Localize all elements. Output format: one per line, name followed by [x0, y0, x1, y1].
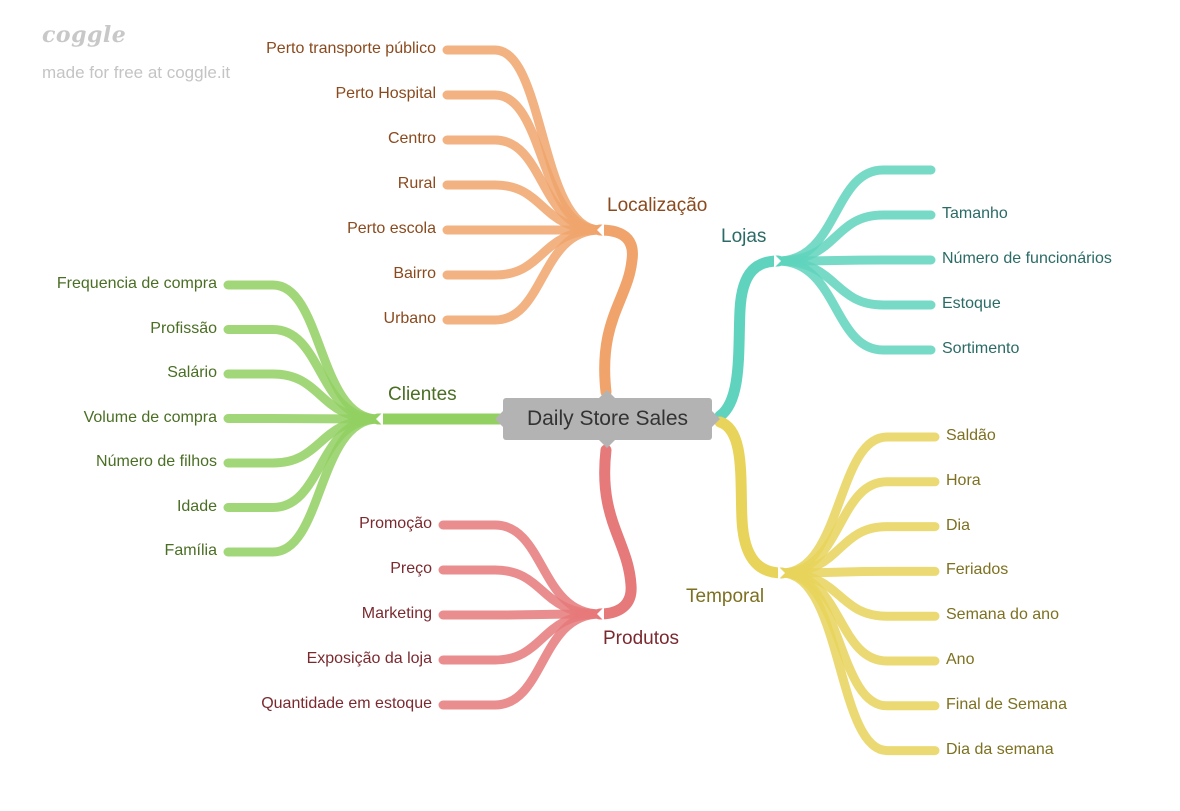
produtos-item[interactable]: Promoção	[359, 515, 432, 532]
clientes-item[interactable]: Número de filhos	[96, 453, 217, 470]
clientes-connector	[223, 414, 383, 424]
clientes-branch-label[interactable]: Clientes	[388, 384, 457, 405]
lojas-trunk	[714, 255, 784, 422]
clientes-item[interactable]: Frequencia de compra	[56, 275, 217, 292]
localizacao-item[interactable]: Urbano	[383, 310, 436, 327]
lojas-notch	[774, 254, 781, 268]
lojas-item[interactable]: Tamanho	[942, 205, 1008, 222]
lojas-connector	[773, 256, 936, 310]
localizacao-item[interactable]: Rural	[397, 175, 436, 192]
temporal-item[interactable]: Hora	[946, 471, 981, 489]
lojas-connector	[773, 255, 936, 266]
temporal-notch	[778, 566, 785, 580]
localizacao-connector	[442, 90, 605, 235]
localizacao-item[interactable]: Perto transporte público	[266, 40, 436, 57]
temporal-trunk	[714, 416, 788, 579]
temporal-item[interactable]: Dia	[946, 516, 971, 534]
clientes-connector	[223, 414, 383, 468]
temporal-item[interactable]: Dia da semana	[946, 740, 1054, 758]
localizacao-branch-label[interactable]: Localização	[607, 195, 708, 216]
center-notch-bottom	[599, 440, 615, 456]
produtos-connector	[438, 609, 605, 620]
produtos-item[interactable]: Quantidade em estoque	[261, 695, 432, 712]
produtos-connector	[438, 609, 605, 665]
localizacao-item[interactable]: Perto escola	[347, 220, 436, 237]
clientes-item[interactable]: Salário	[167, 364, 217, 381]
produtos-item[interactable]: Preço	[390, 560, 432, 577]
temporal-connector	[777, 568, 940, 711]
temporal-item[interactable]: Final de Semana	[946, 695, 1067, 713]
produtos-connector	[438, 609, 605, 710]
produtos-item[interactable]: Exposição da loja	[306, 650, 432, 667]
clientes-connector	[223, 324, 383, 424]
temporal-item[interactable]: Semana do ano	[946, 606, 1059, 624]
central-topic-label: Daily Store Sales	[526, 407, 689, 430]
temporal-connector	[777, 566, 940, 578]
lojas-connector	[773, 165, 936, 266]
clientes-connector	[223, 369, 383, 424]
central-topic-node[interactable]: Daily Store Sales	[503, 398, 712, 440]
temporal-connector	[777, 568, 940, 621]
temporal-connector	[777, 477, 940, 578]
temporal-item[interactable]: Feriados	[946, 561, 1009, 579]
lojas-branch-label[interactable]: Lojas	[721, 226, 767, 247]
center-notch-right	[712, 411, 728, 427]
localizacao-notch	[597, 223, 604, 237]
clientes-item[interactable]: Profissão	[150, 319, 217, 337]
temporal-item[interactable]: Ano	[946, 651, 975, 668]
produtos-connector	[438, 565, 605, 619]
produtos-trunk	[594, 444, 637, 620]
temporal-connector	[777, 432, 940, 578]
temporal-connector	[777, 522, 940, 578]
localizacao-connector	[442, 135, 605, 235]
clientes-connector	[223, 280, 383, 424]
center-notch-left	[487, 411, 503, 427]
lojas-item[interactable]: Sortimento	[942, 340, 1020, 357]
clientes-item[interactable]: Volume de compra	[83, 408, 217, 426]
lojas-connector	[773, 210, 936, 266]
lojas-item[interactable]: Número de funcionários	[942, 250, 1112, 267]
lojas-item[interactable]: Estoque	[942, 295, 1001, 312]
center-notch-top	[599, 382, 615, 398]
coggle-logo: coggle	[42, 22, 127, 48]
produtos-notch	[597, 607, 604, 621]
localizacao-item[interactable]: Bairro	[393, 265, 436, 282]
localizacao-connector	[442, 180, 605, 235]
lojas-connector	[773, 256, 936, 355]
clientes-notch	[376, 412, 383, 426]
produtos-item[interactable]: Marketing	[361, 605, 432, 622]
localizacao-connector	[442, 225, 605, 280]
produtos-connector	[438, 520, 605, 619]
clientes-item[interactable]: Família	[164, 542, 217, 559]
localizacao-item[interactable]: Perto Hospital	[335, 85, 437, 102]
temporal-item[interactable]: Saldão	[946, 427, 996, 444]
coggle-tagline: made for free at coggle.it	[42, 63, 231, 82]
localizacao-trunk	[594, 224, 638, 398]
clientes-item[interactable]: Idade	[176, 497, 217, 515]
temporal-branch-label[interactable]: Temporal	[686, 586, 765, 607]
localizacao-connector	[442, 225, 605, 325]
temporal-connector	[777, 568, 940, 756]
clientes-connector	[223, 414, 383, 557]
localizacao-item[interactable]: Centro	[387, 130, 436, 147]
produtos-branch-label[interactable]: Produtos	[603, 628, 680, 649]
